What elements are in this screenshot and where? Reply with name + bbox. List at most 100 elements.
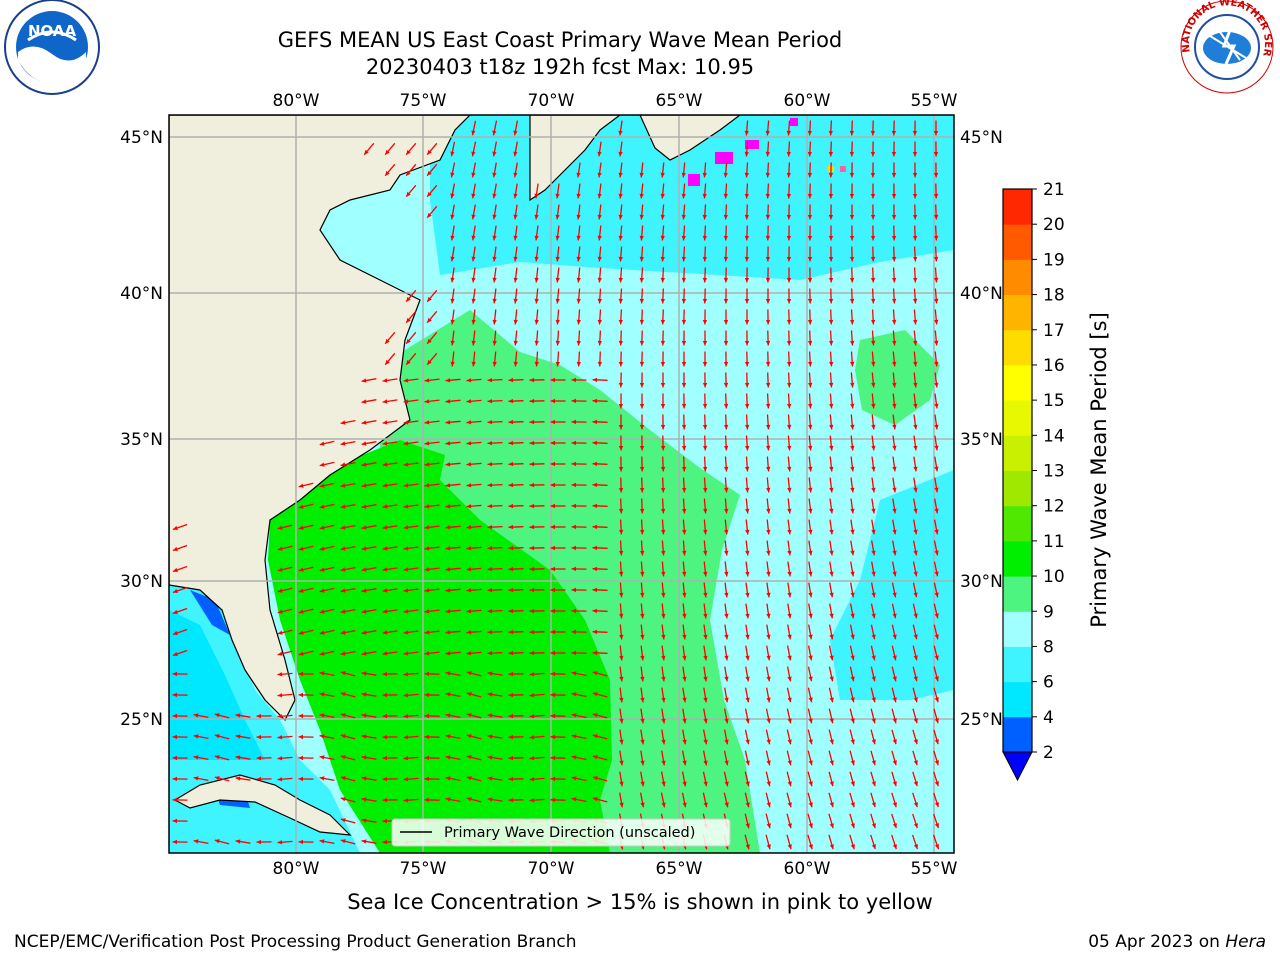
wave-direction-arrowhead — [660, 404, 666, 409]
wave-direction-arrowhead — [724, 613, 729, 619]
wave-direction-arrowhead — [529, 461, 535, 467]
wave-direction-arrowhead — [808, 781, 813, 787]
wave-direction-arrowhead — [619, 697, 624, 703]
wave-direction-arrowhead — [550, 713, 556, 719]
wave-direction-arrowhead — [576, 235, 581, 241]
wave-direction-arrowhead — [550, 503, 555, 509]
wave-direction-arrowhead — [745, 508, 750, 514]
wave-direction-arrowhead — [870, 277, 876, 283]
wave-direction-arrowhead — [471, 277, 476, 283]
wave-direction-arrowhead — [487, 776, 493, 781]
wave-direction-arrowhead — [723, 299, 729, 304]
wave-direction-arrowhead — [445, 588, 451, 593]
wave-direction-arrowhead — [912, 235, 918, 241]
wave-direction-arrowhead — [571, 440, 576, 446]
wave-direction-arrowhead — [513, 298, 518, 304]
wave-direction-arrowhead — [385, 149, 390, 155]
wave-direction-arrowhead — [828, 319, 834, 325]
wave-direction-arrowhead — [424, 797, 429, 803]
wave-direction-arrowhead — [555, 214, 560, 220]
wave-direction-arrowhead — [618, 508, 624, 514]
wave-direction-arrowhead — [571, 692, 577, 697]
wave-direction-arrowhead — [787, 697, 792, 703]
wave-direction-arrowhead — [640, 571, 645, 577]
wave-direction-arrowhead — [471, 298, 476, 304]
wave-direction-arrowhead — [786, 257, 792, 262]
wave-direction-arrowhead — [850, 676, 855, 682]
wave-direction-arrowhead — [534, 361, 539, 367]
wave-direction-arrowhead — [744, 130, 749, 136]
wave-direction-arrowhead — [550, 734, 556, 740]
wave-direction-arrowhead — [828, 130, 833, 136]
wave-direction-arrowhead — [529, 440, 535, 446]
wave-direction-arrowhead — [406, 338, 411, 344]
wave-direction-arrowhead — [702, 383, 708, 388]
wave-direction-arrowhead — [382, 671, 387, 677]
wave-direction-arrowhead — [828, 298, 834, 304]
wave-direction-arrowhead — [724, 550, 729, 556]
wave-direction-arrowhead — [618, 340, 623, 346]
wave-direction-arrowhead — [618, 256, 623, 262]
wave-direction-arrowhead — [592, 398, 598, 404]
wave-direction-arrowhead — [508, 398, 514, 404]
wave-direction-arrowhead — [361, 504, 367, 509]
wave-direction-arrowhead — [571, 587, 576, 593]
wave-direction-arrowhead — [555, 256, 560, 262]
wave-direction-arrowhead — [703, 655, 708, 661]
wave-direction-arrowhead — [403, 693, 409, 698]
wave-direction-arrowhead — [724, 424, 729, 430]
wave-direction-arrowhead — [787, 571, 792, 577]
wave-direction-arrowhead — [787, 487, 792, 493]
wave-direction-arrowhead — [424, 504, 430, 509]
wave-direction-arrowhead — [661, 550, 666, 556]
wave-direction-arrowhead — [702, 277, 708, 283]
wave-direction-arrowhead — [892, 382, 897, 388]
wave-direction-arrowhead — [445, 462, 451, 467]
wave-direction-arrowhead — [807, 172, 813, 178]
wave-direction-arrowhead — [682, 592, 687, 598]
wave-direction-arrowhead — [403, 735, 409, 740]
wave-direction-arrowhead — [808, 424, 813, 430]
wave-direction-arrowhead — [508, 713, 513, 719]
wave-direction-arrowhead — [550, 650, 555, 656]
wave-direction-arrowhead — [597, 214, 602, 220]
wave-direction-arrowhead — [871, 613, 876, 619]
wave-direction-arrowhead — [829, 802, 834, 808]
wave-direction-arrowhead — [829, 634, 834, 640]
wave-direction-arrowhead — [640, 655, 645, 661]
wave-direction-arrowhead — [828, 215, 834, 220]
wave-direction-arrowhead — [508, 377, 514, 383]
wave-direction-arrowhead — [934, 634, 939, 640]
wave-direction-arrowhead — [487, 420, 493, 425]
wave-direction-arrowhead — [298, 651, 304, 656]
wave-direction-arrowhead — [681, 235, 686, 241]
wave-direction-arrowhead — [682, 781, 687, 787]
wave-direction-arrowhead — [529, 735, 535, 740]
wave-direction-arrowhead — [703, 718, 708, 724]
wave-direction-arrowhead — [424, 525, 430, 530]
wave-direction-arrowhead — [592, 797, 598, 802]
wave-direction-arrowhead — [639, 256, 644, 262]
wave-direction-arrowhead — [445, 692, 451, 697]
wave-direction-arrowhead — [592, 671, 598, 676]
wave-direction-arrowhead — [172, 651, 178, 656]
wave-direction-arrowhead — [934, 340, 939, 346]
wave-direction-arrowhead — [703, 508, 708, 514]
wave-direction-arrowhead — [786, 151, 791, 157]
wave-direction-arrowhead — [786, 236, 792, 241]
wave-direction-arrowhead — [550, 671, 556, 677]
wave-direction-arrowhead — [724, 676, 729, 682]
wave-direction-arrowhead — [403, 672, 409, 677]
wave-direction-arrowhead — [766, 718, 771, 724]
wave-direction-arrowhead — [172, 755, 177, 761]
wave-direction-arrowhead — [639, 214, 644, 220]
wave-direction-arrowhead — [703, 592, 708, 598]
wave-direction-arrowhead — [766, 487, 771, 493]
wave-direction-arrowhead — [277, 525, 283, 530]
wave-direction-arrowhead — [849, 236, 855, 241]
wave-direction-arrowhead — [319, 609, 325, 614]
wave-direction-arrowhead — [892, 340, 897, 346]
wave-direction-arrowhead — [445, 525, 451, 530]
wave-direction-arrowhead — [829, 550, 834, 556]
wave-direction-arrowhead — [850, 571, 855, 577]
